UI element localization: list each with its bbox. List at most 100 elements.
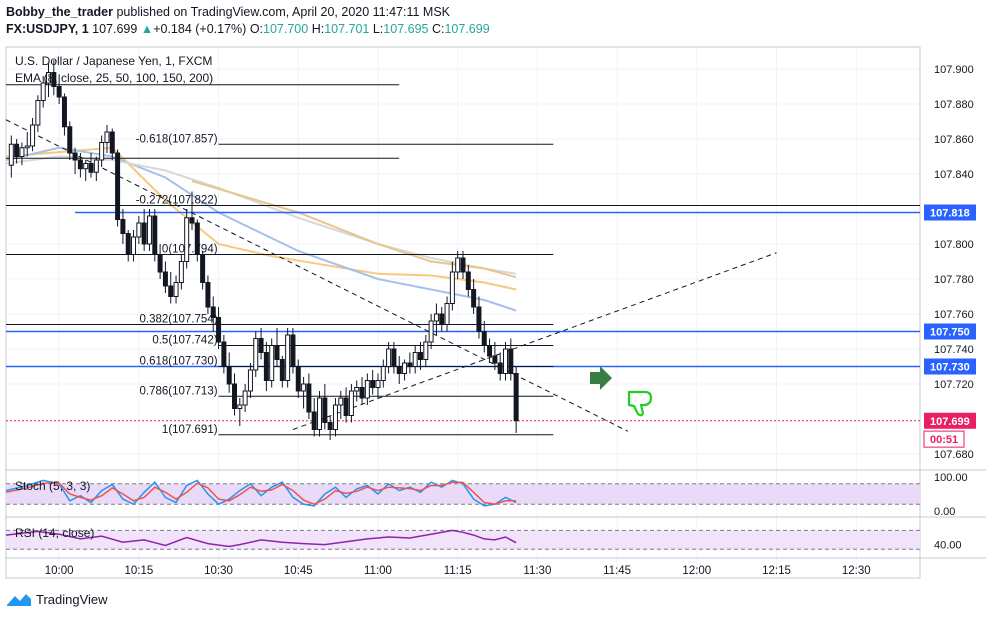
price-tick-label: 107.880 xyxy=(934,99,974,111)
publish-info: Bobby_the_trader published on TradingVie… xyxy=(6,5,450,19)
stoch-tick-label: 100.00 xyxy=(934,472,968,484)
candle-body xyxy=(19,147,25,157)
candle-body xyxy=(354,387,360,392)
fib-retracement[interactable]: -0.618(107.857) -0.272(107.822) 0(107.794)… xyxy=(6,133,554,436)
candle-body xyxy=(72,152,78,161)
rsi-band-fill xyxy=(6,530,920,550)
candle-body xyxy=(279,359,285,381)
last-price: 107.699 xyxy=(92,22,138,36)
price-tick-label: 107.740 xyxy=(934,344,974,356)
time-tick-label: 12:30 xyxy=(842,565,871,577)
candle-body xyxy=(8,143,14,166)
price-axis[interactable]: 107.900 107.880 107.860 107.840 107.800 107.7… xyxy=(934,64,974,552)
candle-body xyxy=(247,369,253,392)
price-tags: 107.818 107.750 107.730 107.699 00:51 xyxy=(923,204,976,448)
ema-legend: EMA (8, close, 25, 50, 100, 150, 200) xyxy=(15,71,213,85)
candle-body xyxy=(348,390,354,416)
candle-body xyxy=(205,282,211,308)
price-tick-label: 107.680 xyxy=(934,449,974,461)
trendline[interactable] xyxy=(292,252,777,430)
candle-body xyxy=(322,397,328,423)
candle-body xyxy=(285,334,291,381)
candle-body xyxy=(290,334,296,367)
candle-body xyxy=(30,124,36,147)
candle-body xyxy=(157,254,163,273)
candle-body xyxy=(253,338,259,371)
candle-body xyxy=(476,306,482,332)
fib-level-label: -0.618(107.857) xyxy=(136,133,218,145)
candle-body xyxy=(210,306,216,318)
candle-body xyxy=(391,348,397,367)
candle-body xyxy=(46,72,52,84)
time-tick-label: 11:45 xyxy=(603,565,631,577)
price-tag-text: 107.730 xyxy=(930,362,970,374)
trendline[interactable] xyxy=(5,119,628,432)
candle-body xyxy=(93,159,99,173)
candle-body xyxy=(301,383,307,392)
candle-body xyxy=(402,362,408,374)
candle-body xyxy=(465,271,471,290)
price-tick-label: 107.760 xyxy=(934,309,974,321)
time-tick-label: 11:15 xyxy=(444,565,472,577)
candle-body xyxy=(332,404,338,430)
candle-body xyxy=(120,219,126,234)
candle-body xyxy=(104,131,110,143)
candle-body xyxy=(109,131,115,154)
author-name[interactable]: Bobby_the_trader xyxy=(6,5,113,19)
candle-body xyxy=(14,143,20,157)
trendlines[interactable] xyxy=(5,119,777,432)
candle-body xyxy=(503,348,509,374)
candle-body xyxy=(216,317,222,343)
publish-text: published on TradingView.com, April 20, … xyxy=(116,5,451,19)
candle-body xyxy=(439,313,445,325)
candle-body xyxy=(237,404,243,409)
rsi-tick-label: 40.00 xyxy=(934,540,962,552)
stoch-tick-label: 0.00 xyxy=(934,506,955,518)
fib-level-label: 0(107.794) xyxy=(162,244,218,256)
price-tag-text: 107.818 xyxy=(930,208,970,220)
ema-line-100 xyxy=(191,180,517,279)
candle-body xyxy=(396,366,402,374)
candle-body xyxy=(168,285,174,297)
candle-body xyxy=(359,387,365,399)
close-value: 107.699 xyxy=(444,22,490,36)
candle-body xyxy=(141,222,147,245)
candle-body xyxy=(380,366,386,381)
rsi-legend: RSI (14, close) xyxy=(15,526,94,540)
candle-body xyxy=(311,411,317,430)
stoch-line-%D xyxy=(5,481,517,506)
time-tick-label: 11:00 xyxy=(364,565,392,577)
candle-body xyxy=(417,352,423,360)
candle-body xyxy=(88,163,94,173)
candle-body xyxy=(317,397,323,430)
price-tag xyxy=(924,323,976,340)
candle-body xyxy=(508,348,514,374)
candle-body xyxy=(146,215,152,245)
candle-body xyxy=(99,142,105,161)
annotations xyxy=(590,366,653,417)
open-value: 107.700 xyxy=(263,22,309,36)
candle-body xyxy=(40,82,46,101)
time-axis[interactable]: 10:00 10:15 10:30 10:45 11:00 11:15 11:30 11:45… xyxy=(45,565,871,577)
high-value: 107.701 xyxy=(324,22,370,36)
time-tick-label: 12:00 xyxy=(682,565,711,577)
tradingview-brand[interactable]: TradingView xyxy=(6,592,108,607)
candle-body xyxy=(412,352,418,367)
candle-body xyxy=(226,366,232,385)
candle-body xyxy=(433,313,439,322)
arrow-right-icon xyxy=(590,366,612,390)
price-tick-label: 107.720 xyxy=(934,379,974,391)
fib-level-label: 0.5(107.742) xyxy=(152,335,217,347)
time-tick-label: 10:00 xyxy=(45,565,74,577)
rsi-band xyxy=(6,529,920,550)
candle-body xyxy=(481,331,487,346)
fib-level-label: 0.382(107.754) xyxy=(140,314,218,326)
candle-body xyxy=(115,152,121,220)
candle-body xyxy=(200,254,206,283)
candle-body xyxy=(370,380,376,388)
candle-body xyxy=(152,215,158,255)
rsi-line xyxy=(5,529,517,548)
candle-body xyxy=(35,100,41,126)
price-tag xyxy=(924,412,976,429)
